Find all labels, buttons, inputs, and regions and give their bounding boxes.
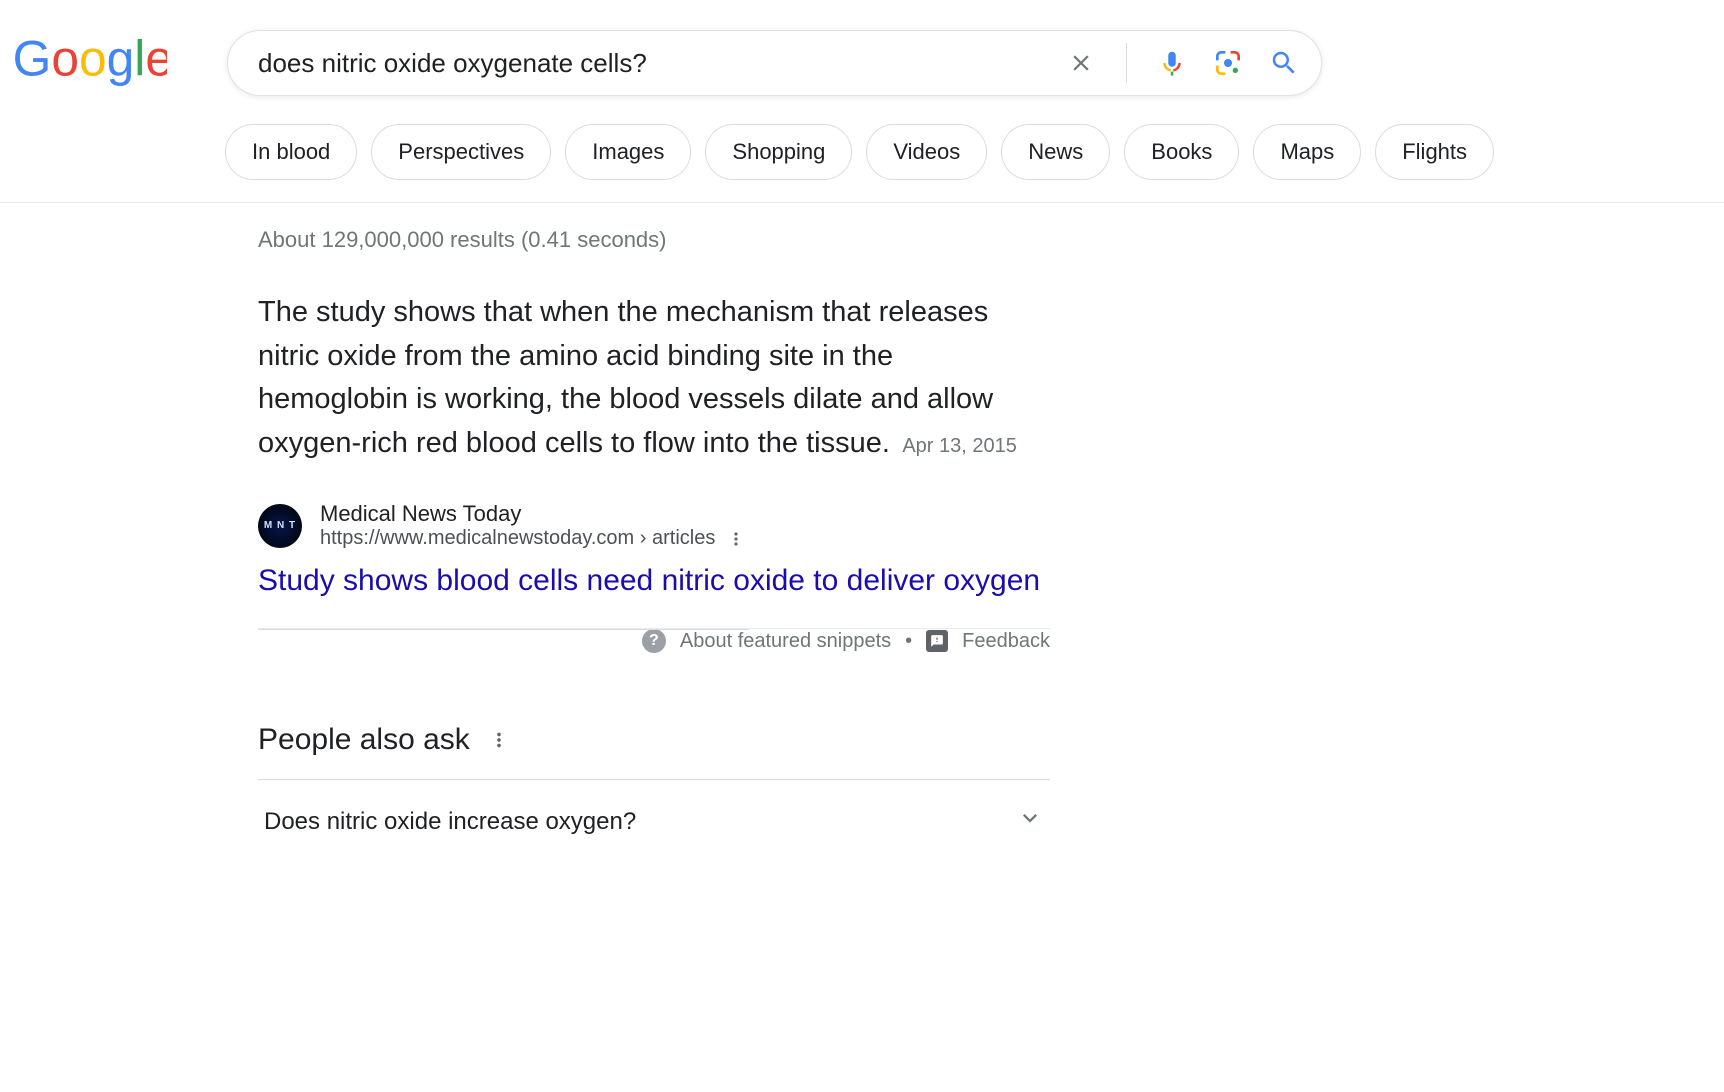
filter-chips-row: In blood Perspectives Images Shopping Vi… (0, 96, 1724, 202)
search-icon[interactable] (1267, 46, 1301, 80)
people-also-ask: People also ask Does nitric oxide increa… (258, 723, 1050, 863)
featured-snippet: The study shows that when the mechanism … (258, 291, 1050, 465)
search-bar (227, 30, 1322, 96)
clear-icon[interactable] (1064, 46, 1098, 80)
voice-search-icon[interactable] (1155, 46, 1189, 80)
separator-dot: • (905, 630, 912, 653)
chip-videos[interactable]: Videos (866, 124, 987, 180)
lens-search-icon[interactable] (1211, 46, 1245, 80)
result-title-link[interactable]: Study shows blood cells need nitric oxid… (258, 564, 1050, 598)
chip-flights[interactable]: Flights (1375, 124, 1494, 180)
chip-in-blood[interactable]: In blood (225, 124, 357, 180)
chip-news[interactable]: News (1001, 124, 1110, 180)
chip-images[interactable]: Images (565, 124, 691, 180)
chip-books[interactable]: Books (1124, 124, 1239, 180)
paa-more-options-icon[interactable] (488, 729, 510, 751)
chevron-down-icon (1016, 804, 1044, 839)
about-featured-snippets-link[interactable]: About featured snippets (680, 630, 891, 653)
snippet-date: Apr 13, 2015 (902, 435, 1017, 457)
more-options-icon[interactable] (725, 528, 747, 550)
chip-maps[interactable]: Maps (1253, 124, 1361, 180)
result-stats: About 129,000,000 results (0.41 seconds) (258, 227, 1050, 253)
snippet-divider (258, 629, 749, 630)
separator (1126, 43, 1127, 83)
chip-perspectives[interactable]: Perspectives (371, 124, 551, 180)
paa-item[interactable]: Does nitric oxide increase oxygen? (258, 780, 1050, 863)
paa-question: Does nitric oxide increase oxygen? (264, 808, 636, 836)
paa-heading: People also ask (258, 723, 470, 757)
feedback-icon[interactable] (926, 630, 948, 652)
svg-text:Google: Google (13, 35, 167, 87)
source-url: https://www.medicalnewstoday.com › artic… (320, 527, 715, 550)
source-name: Medical News Today (320, 501, 747, 527)
chip-shopping[interactable]: Shopping (705, 124, 852, 180)
feedback-link[interactable]: Feedback (962, 630, 1050, 653)
google-logo[interactable]: Google (12, 35, 167, 92)
source-favicon: M N T (258, 504, 302, 548)
search-input[interactable] (258, 48, 1064, 79)
snippet-text: The study shows that when the mechanism … (258, 296, 993, 459)
help-icon[interactable]: ? (642, 629, 666, 653)
